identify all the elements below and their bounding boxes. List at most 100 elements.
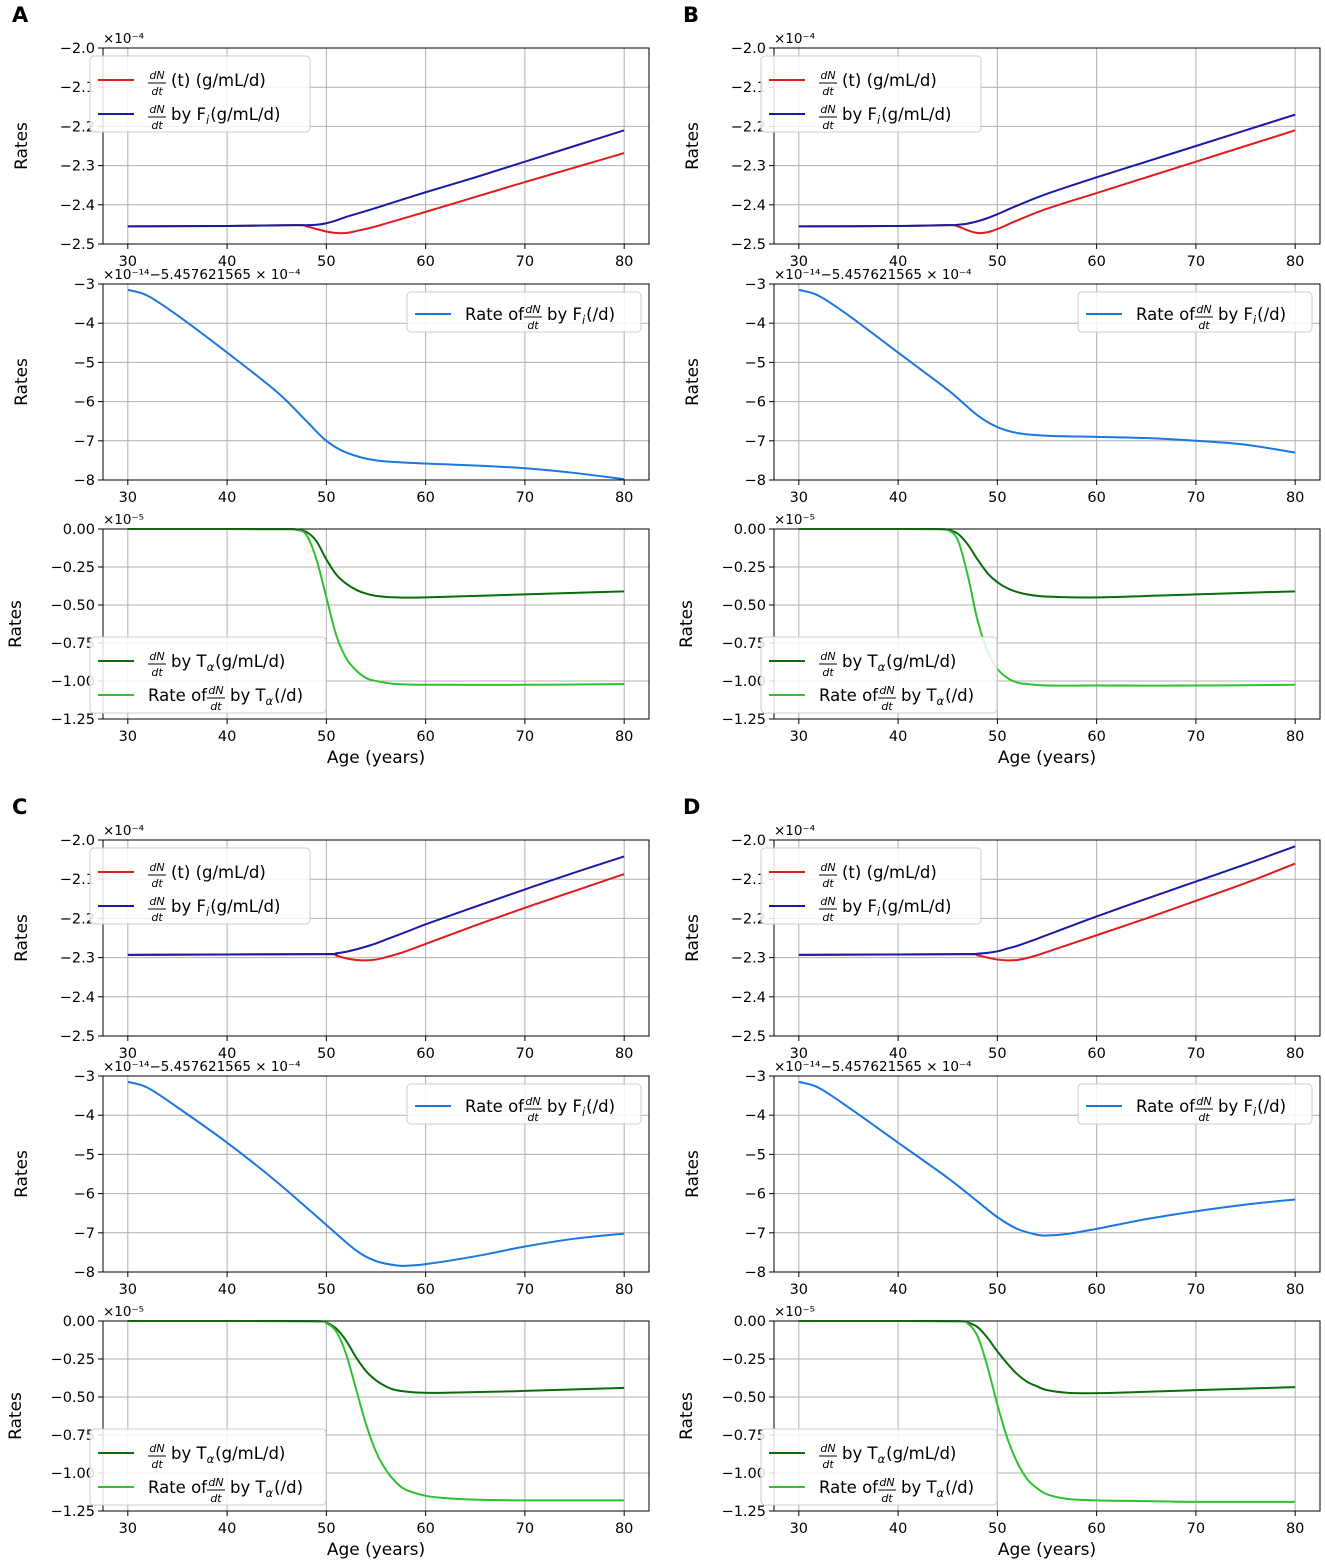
- y-tick-label: −2.1: [731, 872, 766, 888]
- y-tick-label: −2.4: [731, 198, 766, 214]
- y-tick-label: −7: [74, 434, 95, 450]
- legend-text: Rate of: [148, 686, 208, 705]
- y-tick-label: −2.5: [731, 1029, 766, 1045]
- series-line-0: [127, 1320, 625, 1394]
- x-tick-label: 40: [218, 1521, 236, 1537]
- y-tick-label: −8: [745, 473, 766, 489]
- x-tick-label: 60: [1087, 1282, 1105, 1298]
- legend-subscript: α: [266, 1486, 274, 1500]
- y-axis-label: Rates: [677, 600, 697, 648]
- legend-subscript: α: [266, 694, 274, 708]
- x-tick-label: 80: [1286, 1521, 1304, 1537]
- legend-text: Rate of: [465, 305, 525, 324]
- subplot-dNdt-by-Talpha: 30 40 50 60 70 80 −1.25 −1.00 −0.75 −0.50 −0.25 0.0…: [6, 512, 650, 768]
- x-tick-label: 50: [317, 490, 335, 506]
- plot-frame: [773, 1320, 1321, 1512]
- legend-box: [89, 636, 327, 714]
- plot-frame: [102, 47, 650, 245]
- x-tick-label: 50: [317, 729, 335, 745]
- frac-denominator: dt: [210, 1492, 222, 1505]
- x-tick-label: 70: [1187, 490, 1205, 506]
- x-axis-label: Age (years): [998, 1540, 1096, 1560]
- legend-text: by F: [547, 305, 582, 324]
- x-tick-label: 50: [317, 254, 335, 270]
- frac-numerator: dN: [149, 103, 164, 116]
- legend-text: (/d): [1257, 1097, 1286, 1116]
- x-tick-label: 30: [119, 254, 137, 270]
- x-tick-label: 60: [416, 1521, 434, 1537]
- x-tick-label: 70: [516, 490, 534, 506]
- legend-subscript: i: [582, 313, 586, 327]
- x-axis-label: Age (years): [327, 748, 425, 768]
- series-line-0: [127, 288, 625, 481]
- legend-text: (/d): [274, 1478, 303, 1497]
- frac-numerator: dN: [149, 650, 164, 663]
- frac-numerator: dN: [879, 684, 894, 697]
- legend-box: [760, 1428, 998, 1506]
- panel-C: C 30 40 50 60 70 80 −2.5 −2.4 −2.3 −2.2 −2.1 −2.0 ×10…: [6, 795, 650, 1560]
- x-tick-label: 40: [889, 1521, 907, 1537]
- x-tick-label: 40: [218, 490, 236, 506]
- x-tick-label: 30: [790, 1282, 808, 1298]
- y-tick-label: −0.25: [51, 1352, 95, 1368]
- x-tick-label: 80: [1286, 1282, 1304, 1298]
- y-tick-label: −0.25: [722, 1352, 766, 1368]
- y-axis-label: Rates: [12, 358, 32, 406]
- legend-text: (g/mL/d): [886, 1444, 956, 1463]
- legend-text: (g/mL/d): [215, 1444, 285, 1463]
- legend-box: [89, 55, 311, 133]
- legend-text: (g/mL/d): [886, 652, 956, 671]
- x-tick-label: 80: [615, 254, 633, 270]
- x-tick-label: 40: [889, 490, 907, 506]
- legend-subscript: α: [878, 660, 886, 674]
- legend-box: [406, 291, 642, 333]
- x-tick-label: 70: [516, 1282, 534, 1298]
- y-tick-label: −3: [745, 277, 766, 293]
- plot-frame: [102, 283, 650, 481]
- y-axis-label: Rates: [683, 914, 703, 962]
- legend-subscript: α: [937, 1486, 945, 1500]
- x-tick-label: 50: [988, 1046, 1006, 1062]
- x-tick-label: 80: [615, 1046, 633, 1062]
- x-tick-label: 40: [218, 729, 236, 745]
- y-tick-label: −5: [745, 355, 766, 371]
- legend-subscript: i: [206, 113, 210, 127]
- series-line-0: [798, 129, 1296, 235]
- legend-text: (t) (g/mL/d): [171, 863, 266, 882]
- frac-denominator: dt: [151, 666, 163, 679]
- legend-box: [760, 55, 982, 133]
- legend-subscript: α: [878, 1452, 886, 1466]
- legend-text: by T: [230, 686, 266, 705]
- legend-box: [1077, 291, 1313, 333]
- x-axis-label: Age (years): [998, 748, 1096, 768]
- axis-offset-label: ×10⁻¹⁴−5.457621565 × 10⁻⁴: [774, 267, 972, 283]
- x-tick-label: 80: [615, 729, 633, 745]
- x-tick-label: 30: [119, 1046, 137, 1062]
- frac-numerator: dN: [525, 303, 540, 316]
- legend-subscript: i: [877, 113, 881, 127]
- panel-D: D 30 40 50 60 70 80 −2.5 −2.4 −2.3 −2.2 −2.1 −2.0 ×10…: [677, 795, 1321, 1560]
- plot-frame: [102, 1320, 650, 1512]
- y-tick-label: −4: [74, 316, 95, 332]
- subplot-dNdt-by-Fi: 30 40 50 60 70 80 −2.5 −2.4 −2.3 −2.2 −2.1 −2.0 ×10⁻…: [12, 823, 650, 1062]
- y-tick-label: −0.25: [722, 560, 766, 576]
- panel-A: A 30 40 50 60 70 80 −2.5 −2.4 −2.3 −2.2 −2.1 −2.0 ×10…: [6, 3, 650, 768]
- x-tick-label: 70: [1187, 729, 1205, 745]
- y-tick-label: −1.25: [51, 712, 95, 728]
- x-tick-label: 40: [889, 1046, 907, 1062]
- frac-numerator: dN: [149, 1442, 164, 1455]
- legend-text: by F: [547, 1097, 582, 1116]
- frac-denominator: dt: [210, 700, 222, 713]
- x-tick-label: 60: [416, 1046, 434, 1062]
- series-line-1: [127, 855, 625, 956]
- y-tick-label: −0.75: [51, 636, 95, 652]
- x-tick-label: 50: [317, 1046, 335, 1062]
- x-axis-label: Age (years): [327, 1540, 425, 1560]
- frac-numerator: dN: [820, 895, 835, 908]
